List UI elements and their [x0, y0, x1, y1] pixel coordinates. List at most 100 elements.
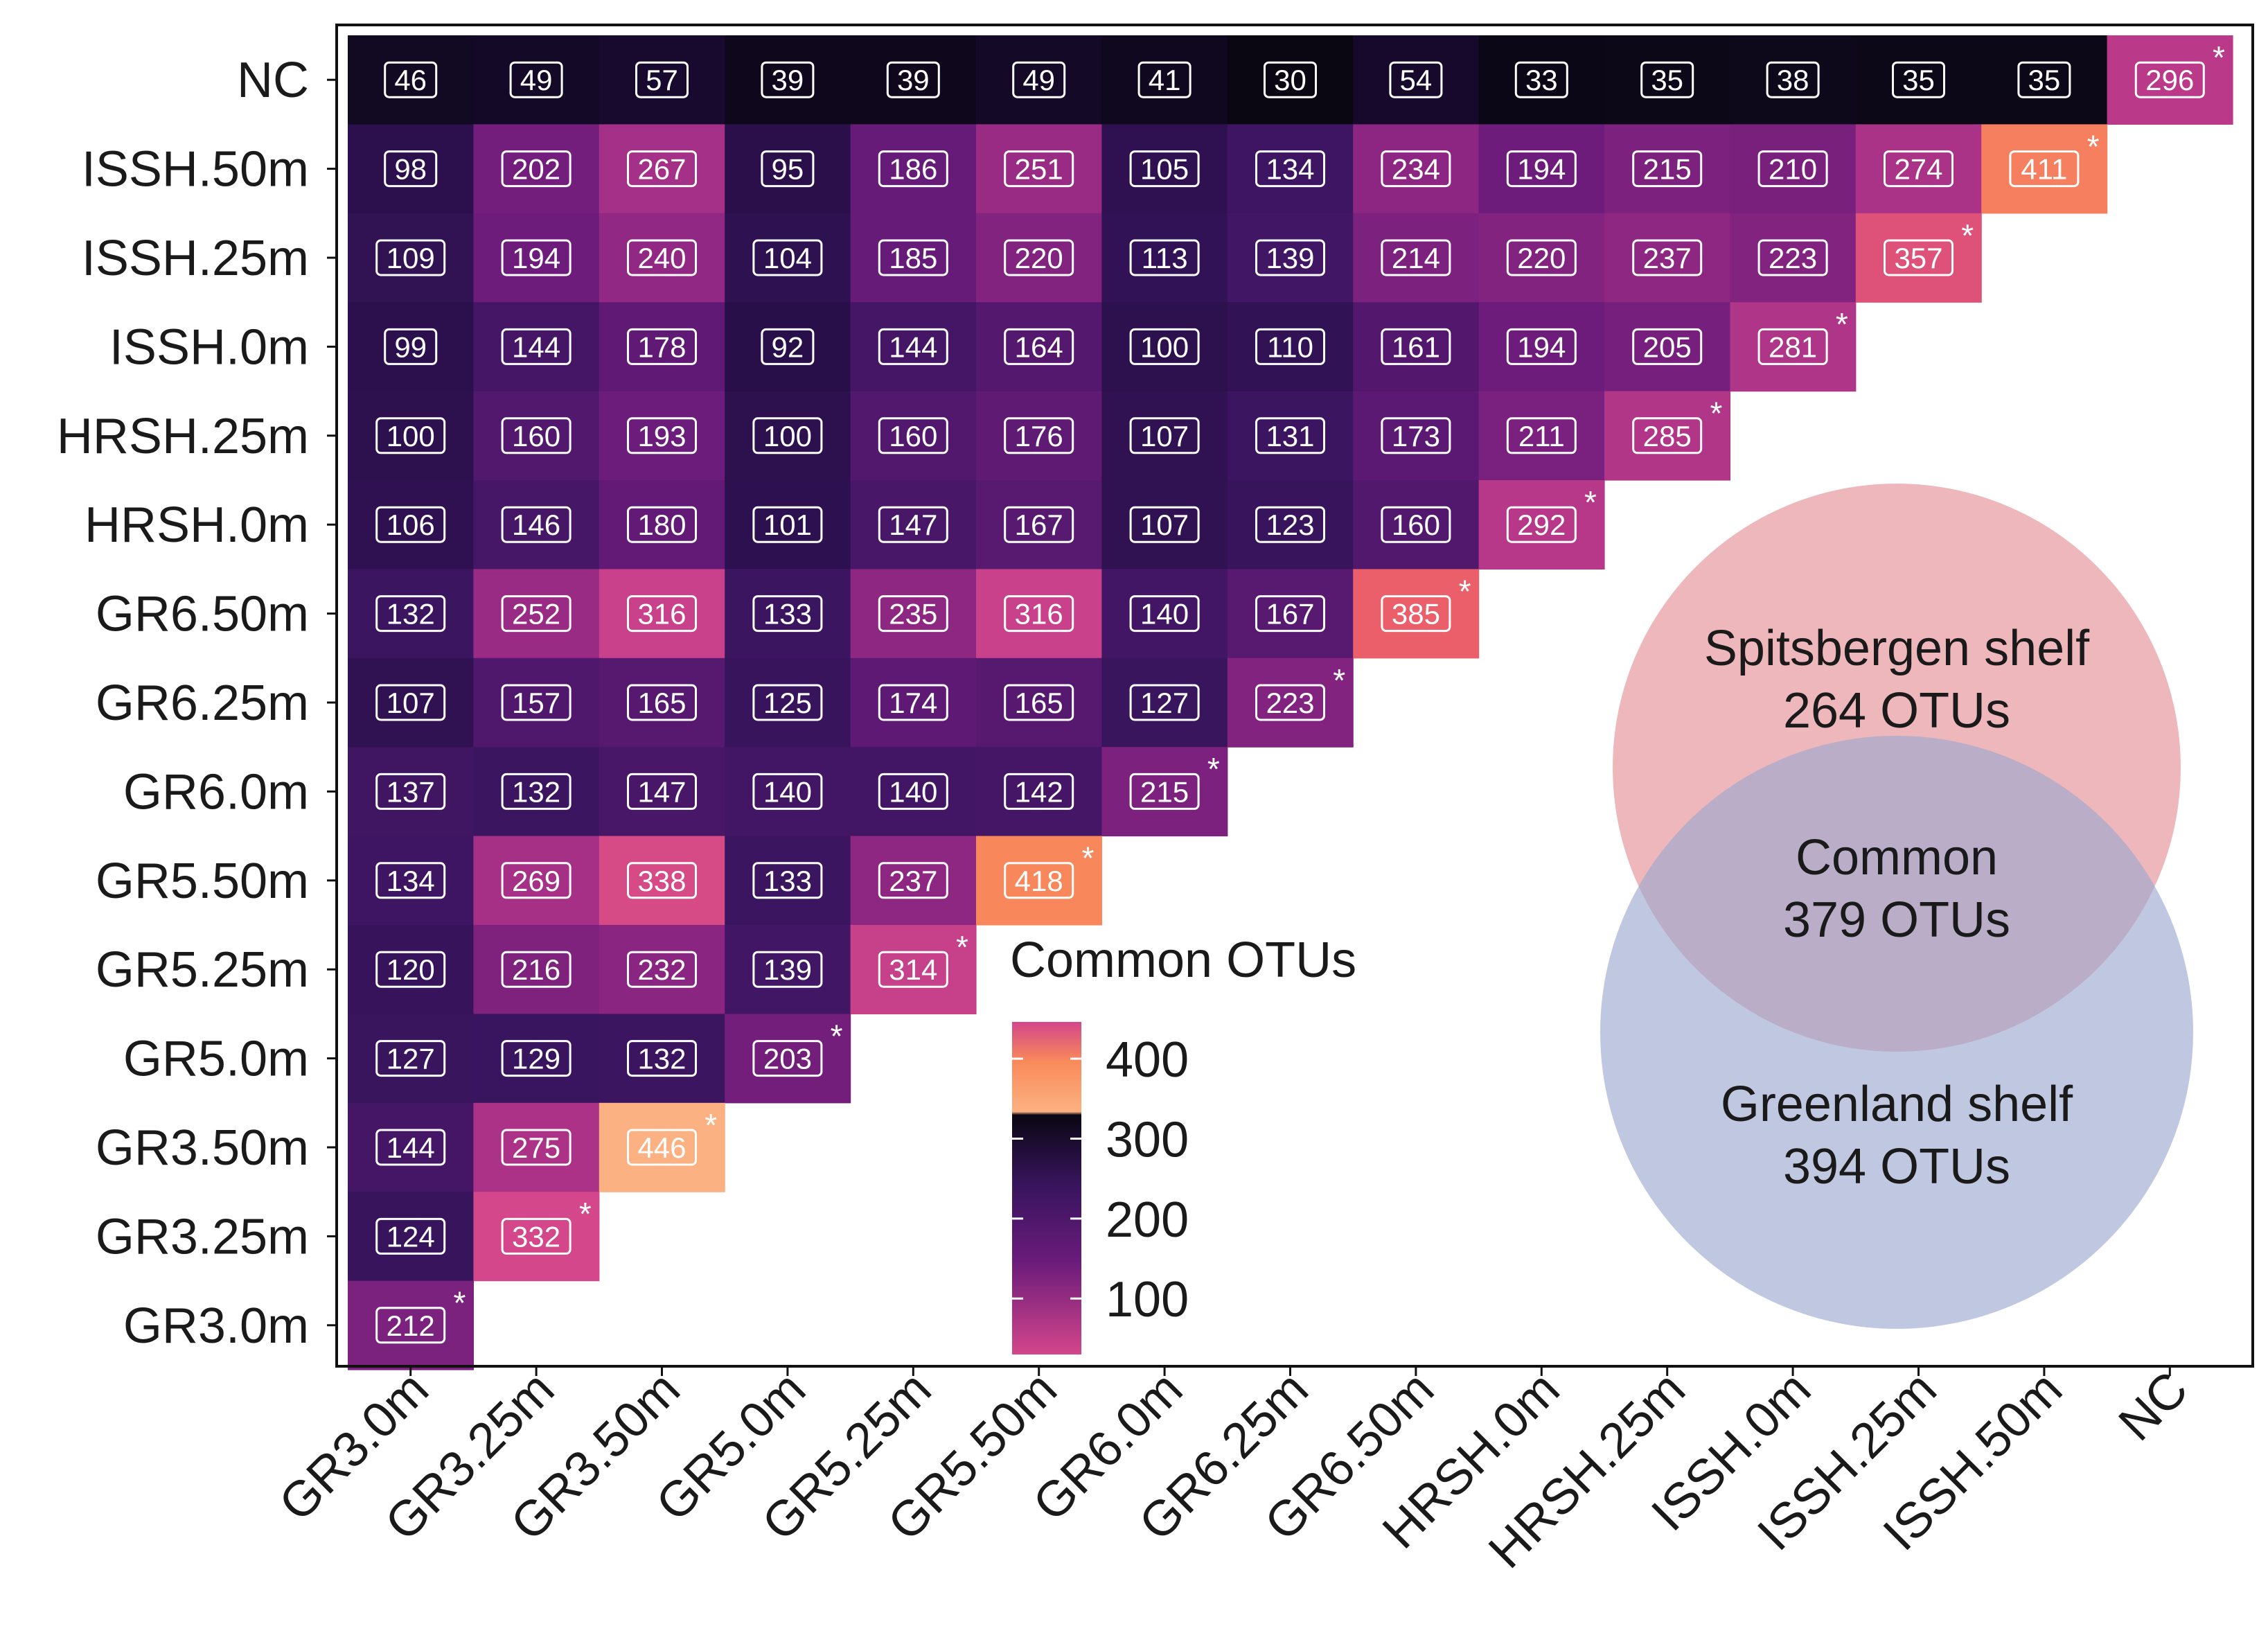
y-tick-label: GR6.25m [96, 676, 309, 731]
cell-value: 160 [512, 420, 560, 452]
cell-value: 39 [897, 64, 930, 96]
cell-value: 54 [1400, 64, 1433, 96]
cell-value-box [878, 595, 948, 633]
cell-value: 39 [772, 64, 804, 96]
diagonal-marker: * [1207, 751, 1220, 787]
cell-value-box [1757, 150, 1828, 188]
cell-value: 137 [387, 775, 435, 808]
cell-value: 100 [763, 420, 812, 452]
heatmap-cell [599, 124, 725, 214]
diagonal-marker: * [705, 1107, 717, 1143]
y-tick-label: HRSH.0m [85, 497, 309, 553]
cell-value-box [878, 684, 948, 721]
heatmap-cell [850, 302, 977, 392]
cell-value: 132 [637, 1043, 686, 1075]
cell-value-box [1129, 328, 1200, 365]
cell-value: 105 [1140, 153, 1189, 186]
heatmap-cell [599, 747, 725, 837]
cell-value: 275 [512, 1131, 560, 1164]
heatmap-cell [1101, 302, 1228, 392]
heatmap-cell [976, 391, 1102, 481]
cell-value-box [384, 328, 438, 365]
heatmap-cell [1227, 657, 1354, 748]
cell-value: 338 [637, 865, 686, 897]
heatmap-cell [976, 124, 1102, 214]
cell-value-box [501, 1129, 572, 1166]
cell-value: 269 [512, 865, 560, 897]
cell-value: 125 [763, 687, 812, 719]
diagonal-marker: * [2213, 39, 2225, 76]
heatmap-cell [725, 391, 851, 481]
cell-value-box [1632, 150, 1703, 188]
cell-value-box [375, 951, 446, 988]
cell-value: 165 [1015, 687, 1063, 719]
cell-value-box [878, 328, 948, 365]
cell-value-box [1640, 61, 1694, 98]
heatmap-cell [2107, 35, 2233, 125]
cell-value-box [627, 1040, 697, 1077]
y-tick-label: ISSH.0m [109, 319, 309, 375]
cell-value: 95 [772, 153, 804, 186]
cell-value: 160 [1392, 509, 1440, 541]
diagonal-marker: * [579, 1196, 592, 1232]
cell-value-box [2134, 61, 2205, 98]
cell-value-box [761, 61, 815, 98]
cell-value-box [501, 1040, 572, 1077]
cell-value: 165 [637, 687, 686, 719]
cell-value: 147 [889, 509, 937, 541]
cell-value-box [1632, 239, 1703, 276]
cell-value: 35 [1902, 64, 1935, 96]
cell-value-box [1129, 595, 1200, 633]
cell-value-box [878, 862, 948, 899]
venn-diagram: Spitsbergen shelf 264 OTUs Common 379 OT… [1600, 484, 2193, 1329]
cell-value-box [1012, 61, 1066, 98]
heatmap-cell [473, 1014, 600, 1104]
cell-value-box [1884, 239, 1954, 276]
heatmap-cell [850, 124, 977, 214]
heatmap-cell [473, 747, 600, 837]
cell-value-box [1381, 506, 1451, 543]
heatmap-cell [473, 35, 600, 125]
cell-value: 49 [520, 64, 553, 96]
heatmap-cell [850, 657, 977, 748]
cell-value-box [501, 684, 572, 721]
cell-value-box [501, 506, 572, 543]
cell-value: 176 [1015, 420, 1063, 452]
cell-value: 237 [1643, 242, 1692, 274]
heatmap-cell [599, 569, 725, 659]
legend-tick-label: 100 [1106, 1272, 1189, 1327]
cell-value: 127 [387, 1043, 435, 1075]
cell-value-box [1381, 150, 1451, 188]
cell-value-box [375, 684, 446, 721]
cell-value: 161 [1392, 330, 1440, 363]
diagonal-marker: * [1081, 840, 1094, 876]
cell-value-box [1255, 150, 1325, 188]
cell-value: 133 [763, 598, 812, 630]
cell-value: 180 [637, 509, 686, 541]
legend-ticks: 400 300 200 100 [1012, 1032, 1189, 1327]
heatmap-cell [1478, 35, 1605, 125]
cell-value-box [375, 1217, 446, 1255]
diagonal-marker: * [831, 1018, 843, 1054]
heatmap-cell [850, 213, 977, 303]
heatmap-cell [725, 836, 851, 926]
legend-tick-label: 300 [1106, 1112, 1189, 1167]
cell-value: 418 [1015, 865, 1063, 897]
cell-value: 157 [512, 687, 560, 719]
y-tick-label: GR5.0m [123, 1032, 309, 1087]
heatmap-cell [976, 836, 1102, 926]
cell-value-box [878, 150, 948, 188]
cell-value: 193 [637, 420, 686, 452]
cell-value: 146 [512, 509, 560, 541]
heatmap-cell [473, 1192, 600, 1282]
heatmap-cell [1227, 391, 1354, 481]
cell-value-box [761, 150, 815, 188]
cell-value-box [1506, 150, 1577, 188]
heatmap-cell [348, 1192, 474, 1282]
cell-value-box [501, 773, 572, 810]
heatmap-cell [1730, 302, 1857, 392]
heatmap-cell [725, 480, 851, 570]
cell-value: 240 [637, 242, 686, 274]
cell-value-box [627, 328, 697, 365]
